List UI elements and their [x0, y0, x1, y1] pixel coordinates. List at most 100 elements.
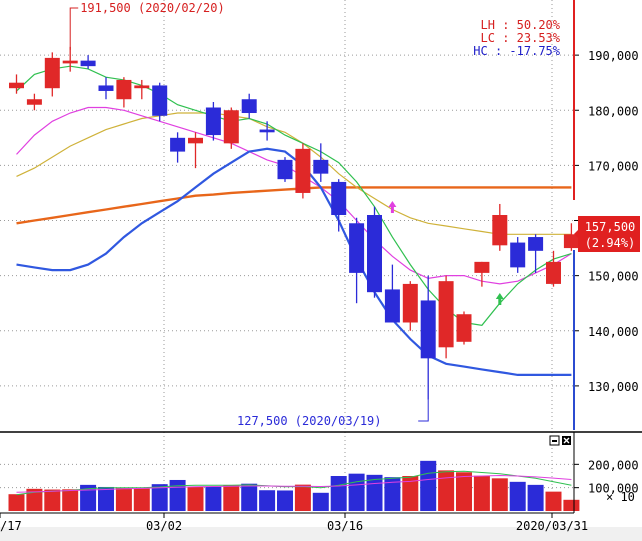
volume-bars [8, 460, 580, 511]
candle-body [188, 137, 203, 144]
volume-ma-magenta [16, 474, 572, 493]
moving-average-lines [16, 65, 572, 496]
candle-body [277, 159, 293, 180]
volume-bar [527, 484, 544, 511]
volume-bar [456, 472, 472, 511]
volume-bar [62, 489, 79, 511]
candle-body [349, 223, 365, 273]
volume-bar [312, 492, 329, 511]
candle-body [563, 234, 579, 249]
volume-bar [473, 475, 490, 511]
minimize-icon [552, 440, 557, 442]
volume-bar [187, 486, 204, 511]
ma-line-green [16, 65, 572, 326]
date-tick-label: 2020/03/31 [516, 519, 588, 533]
candle-body [80, 60, 96, 67]
stat-hc: HC : -17.75% [473, 44, 560, 58]
candle-body [44, 57, 60, 89]
ma-line-orange [16, 186, 572, 225]
volume-bar [491, 478, 508, 511]
volume-tick-label: 100,000 [588, 482, 639, 496]
volume-bar [8, 494, 25, 511]
grid-lines [0, 0, 574, 511]
candle-body [26, 99, 42, 105]
volume-bar [133, 488, 150, 511]
candle-body [116, 79, 132, 100]
last-price-pointer [574, 228, 580, 240]
candle-body [546, 261, 561, 284]
last-price-label: 157,500 (2.94%) [574, 216, 640, 252]
high-marker-leader [69, 7, 79, 50]
price-tick-label: 130,000 [588, 380, 639, 394]
candle-body [528, 237, 544, 251]
volume-bar [169, 479, 186, 511]
close-icon [563, 437, 570, 444]
volume-bar [545, 491, 562, 511]
ma-line-yellow [16, 112, 572, 235]
candle-body [170, 137, 186, 152]
candle-body [98, 85, 114, 91]
candle-body [62, 60, 78, 64]
last-price-change: (2.94%) [585, 236, 636, 250]
candle-body [241, 99, 257, 114]
signal-arrow-magenta [388, 201, 397, 213]
date-tick-label: 03/16 [327, 519, 363, 533]
candle-body [205, 107, 221, 136]
candle-body [259, 129, 275, 133]
candle-body [420, 300, 436, 359]
volume-bar [384, 477, 401, 511]
low-marker-leader [418, 399, 429, 422]
volume-bar [402, 476, 419, 511]
volume-bar [509, 481, 526, 511]
candle-body [152, 85, 168, 116]
volume-bar [115, 487, 132, 511]
price-tick-label: 170,000 [588, 159, 639, 173]
high-marker: 191,500 (2020/02/20) [80, 1, 225, 15]
ma-line-blue [16, 147, 572, 376]
candle-body [313, 159, 329, 174]
candle-body [384, 289, 400, 323]
volume-bar [205, 486, 222, 511]
volume-bar [330, 476, 347, 511]
candle-body [510, 242, 526, 268]
panel-buttons [549, 435, 571, 446]
volume-multiplier: × 10 [606, 490, 635, 504]
candle-body [456, 314, 472, 342]
low-marker: 127,500 (2020/03/19) [237, 414, 382, 428]
candle-body [9, 82, 24, 89]
date-tick-label: 03/02 [146, 519, 182, 533]
candle-body [492, 215, 508, 246]
candle-body [134, 85, 150, 89]
stat-lh: LH : 50.20% [481, 18, 561, 32]
candle-body [295, 148, 311, 193]
annotations: 191,500 (2020/02/20) 127,500 (2020/03/19… [69, 1, 561, 428]
ma-line-magenta [16, 106, 572, 285]
volume-bar [223, 485, 240, 511]
candle-body [367, 215, 382, 293]
last-price-box [578, 216, 640, 252]
volume-bar [151, 484, 168, 511]
price-tick-label: 150,000 [588, 270, 639, 284]
volume-bar [277, 490, 293, 511]
volume-bar [241, 483, 258, 511]
volume-bar [438, 470, 455, 511]
volume-bar [420, 460, 437, 511]
volume-bar [80, 484, 97, 511]
last-price-value: 157,500 [585, 220, 636, 234]
volume-bar [348, 473, 365, 511]
candle-body [331, 181, 347, 215]
price-tick-label: 190,000 [588, 49, 639, 63]
volume-bar [98, 486, 114, 511]
volume-bar [294, 484, 311, 511]
candle-body [223, 110, 239, 144]
stat-lc: LC : 23.53% [481, 31, 561, 45]
volume-bar [26, 488, 43, 511]
volume-tick-label: 200,000 [588, 458, 639, 472]
price-tick-label: 180,000 [588, 104, 639, 118]
price-tick-label: 140,000 [588, 325, 639, 339]
candle-body [438, 281, 454, 348]
candlesticks [9, 46, 579, 400]
volume-bar [44, 489, 61, 511]
